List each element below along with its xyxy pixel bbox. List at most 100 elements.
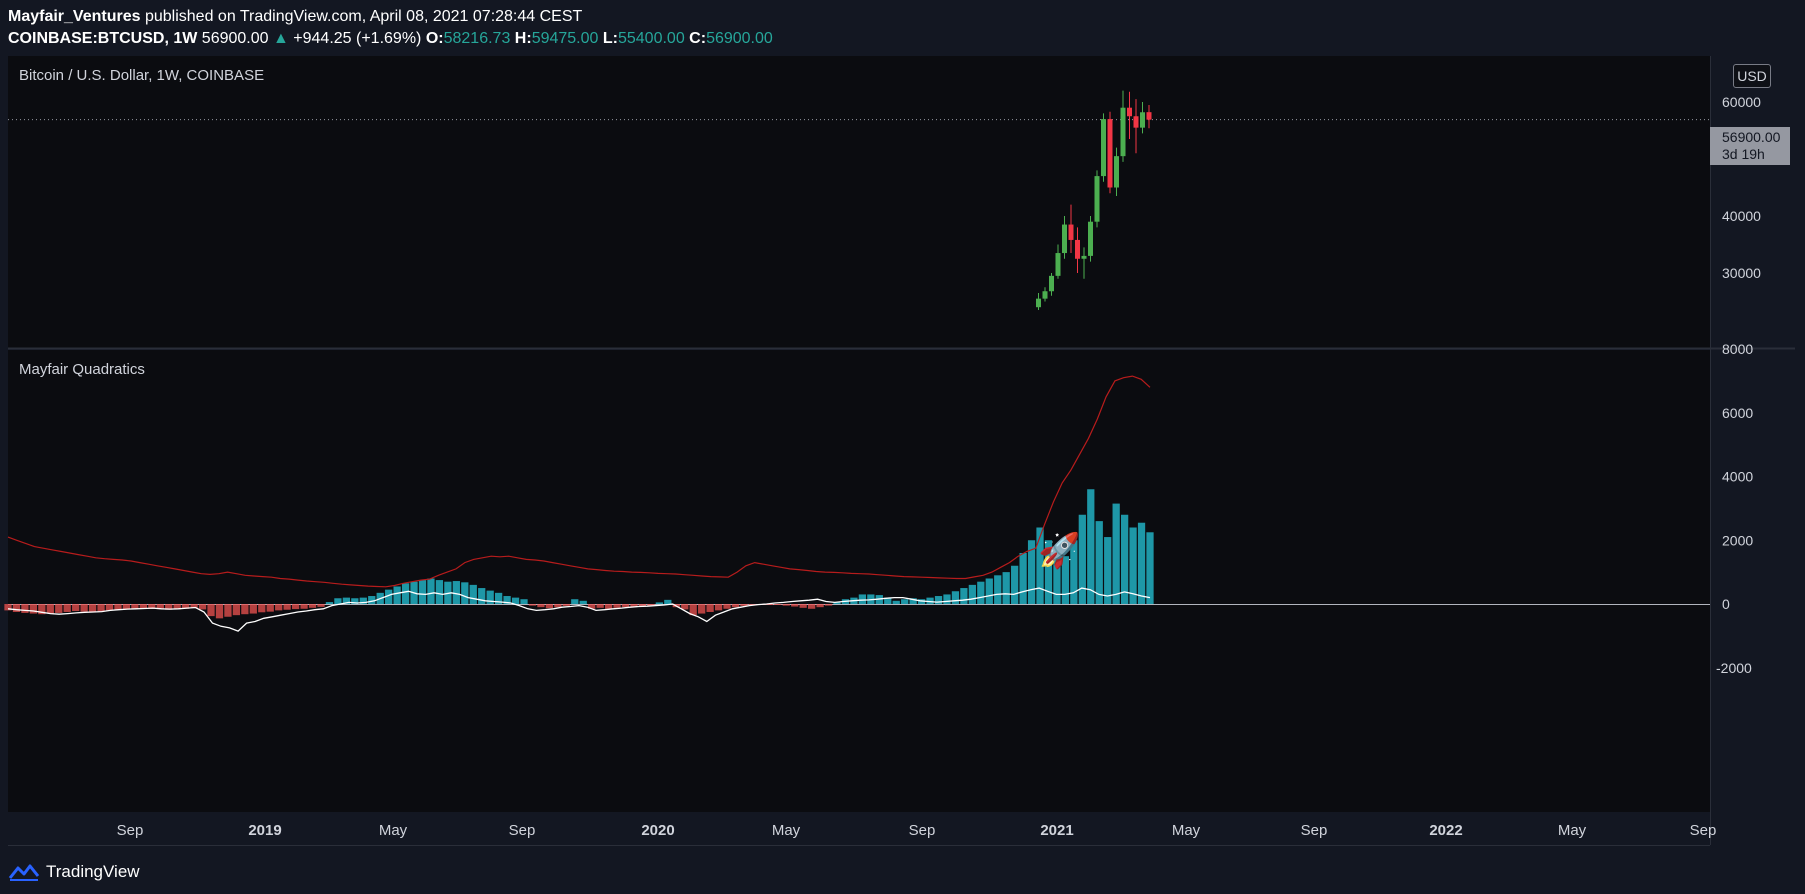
histogram-bar[interactable]: [681, 604, 689, 610]
histogram-bar[interactable]: [385, 589, 393, 604]
histogram-bar[interactable]: [1104, 537, 1112, 604]
histogram-bar[interactable]: [461, 582, 469, 604]
histogram-bar[interactable]: [80, 604, 88, 612]
histogram-bar[interactable]: [1019, 553, 1027, 604]
histogram-bar[interactable]: [368, 596, 376, 604]
histogram-bar[interactable]: [1137, 522, 1146, 604]
histogram-bar[interactable]: [884, 597, 892, 604]
histogram-bar[interactable]: [977, 581, 985, 604]
candle-body[interactable]: [1062, 224, 1067, 254]
histogram-bar[interactable]: [511, 597, 520, 604]
histogram-bar[interactable]: [765, 604, 773, 605]
histogram-bar[interactable]: [985, 578, 993, 605]
histogram-bar[interactable]: [892, 600, 900, 604]
histogram-bar[interactable]: [528, 604, 537, 606]
histogram-bar[interactable]: [173, 604, 181, 610]
histogram-bar[interactable]: [596, 604, 604, 608]
candle-body[interactable]: [1127, 107, 1132, 117]
histogram-bar[interactable]: [300, 604, 308, 609]
indicator-pane[interactable]: [8, 350, 1710, 812]
histogram-bar[interactable]: [664, 599, 672, 604]
histogram-bar[interactable]: [824, 604, 833, 606]
histogram-bar[interactable]: [342, 597, 350, 604]
histogram-bar[interactable]: [706, 604, 714, 612]
histogram-bar[interactable]: [698, 604, 706, 614]
histogram-bar[interactable]: [291, 604, 300, 610]
histogram-bar[interactable]: [351, 598, 359, 604]
histogram-bar[interactable]: [740, 604, 748, 606]
histogram-bar[interactable]: [545, 604, 554, 609]
histogram-bar[interactable]: [994, 575, 1002, 604]
histogram-bar[interactable]: [148, 604, 156, 609]
histogram-bar[interactable]: [435, 580, 444, 604]
time-axis[interactable]: Sep 2019 May Sep 2020 May Sep 2021 May Sep 2022 May…: [117, 822, 1717, 839]
histogram-bar[interactable]: [4, 604, 12, 611]
histogram-bar[interactable]: [207, 604, 215, 617]
histogram-bar[interactable]: [960, 588, 968, 604]
histogram-bar[interactable]: [833, 602, 841, 604]
histogram-bar[interactable]: [748, 604, 757, 605]
currency-button[interactable]: USD: [1733, 64, 1771, 88]
histogram-bar[interactable]: [613, 604, 621, 608]
candle-body[interactable]: [1049, 275, 1054, 292]
histogram-bar[interactable]: [934, 596, 943, 604]
candle-body[interactable]: [1101, 119, 1106, 177]
histogram-bar[interactable]: [317, 604, 325, 607]
histogram-bar[interactable]: [334, 598, 342, 604]
histogram-bar[interactable]: [88, 604, 97, 613]
histogram-bar[interactable]: [655, 602, 663, 604]
candle-body[interactable]: [1081, 255, 1087, 259]
histogram-bar[interactable]: [1095, 521, 1103, 604]
histogram-bar[interactable]: [774, 604, 782, 605]
histogram-bar[interactable]: [258, 604, 266, 613]
histogram-bar[interactable]: [1053, 556, 1061, 604]
histogram-bar[interactable]: [1044, 540, 1053, 604]
histogram-bar[interactable]: [901, 599, 909, 604]
histogram-bar[interactable]: [1120, 514, 1129, 604]
histogram-bar[interactable]: [943, 594, 951, 604]
candlestick-series[interactable]: [1036, 90, 1152, 311]
histogram-bar[interactable]: [63, 604, 71, 612]
histogram-bar[interactable]: [630, 604, 638, 607]
histogram-bar[interactable]: [791, 604, 799, 607]
price-axis[interactable]: 30000400005000060000: [1722, 94, 1761, 281]
histogram-bar[interactable]: [393, 586, 401, 604]
histogram-bar[interactable]: [638, 604, 647, 607]
histogram-bar[interactable]: [21, 604, 29, 613]
histogram-bar[interactable]: [537, 604, 545, 608]
histogram-bar[interactable]: [359, 597, 367, 604]
histogram-bar[interactable]: [782, 604, 790, 606]
candle-body[interactable]: [1114, 156, 1119, 188]
histogram-bar[interactable]: [808, 604, 816, 609]
histogram-bar[interactable]: [951, 591, 960, 604]
histogram-bar[interactable]: [858, 594, 867, 604]
histogram-bar[interactable]: [325, 602, 334, 604]
histogram-bar[interactable]: [503, 596, 511, 604]
candle-body[interactable]: [1068, 224, 1074, 240]
candle-body[interactable]: [1120, 107, 1126, 157]
histogram-bar[interactable]: [249, 604, 257, 614]
histogram-bar[interactable]: [917, 599, 926, 604]
histogram-bar[interactable]: [816, 604, 824, 608]
candle-body[interactable]: [1146, 112, 1152, 120]
histogram-bar[interactable]: [469, 584, 477, 604]
histogram-bar[interactable]: [215, 604, 224, 619]
histogram-bar[interactable]: [165, 604, 173, 610]
candle-body[interactable]: [1075, 239, 1080, 259]
histogram-bar[interactable]: [232, 604, 241, 616]
histogram-bar[interactable]: [122, 604, 131, 610]
histogram-bar[interactable]: [1087, 489, 1095, 604]
candle-body[interactable]: [1140, 112, 1145, 128]
histogram-bar[interactable]: [1036, 527, 1044, 605]
histogram-bar[interactable]: [190, 604, 198, 609]
histogram-bar[interactable]: [926, 597, 934, 604]
histogram-series[interactable]: [4, 489, 1154, 619]
histogram-bar[interactable]: [731, 604, 740, 608]
histogram-bar[interactable]: [723, 604, 731, 609]
histogram-bar[interactable]: [283, 604, 291, 610]
histogram-bar[interactable]: [689, 604, 697, 616]
histogram-bar[interactable]: [266, 604, 274, 612]
histogram-bar[interactable]: [12, 604, 21, 612]
histogram-bar[interactable]: [401, 583, 410, 604]
